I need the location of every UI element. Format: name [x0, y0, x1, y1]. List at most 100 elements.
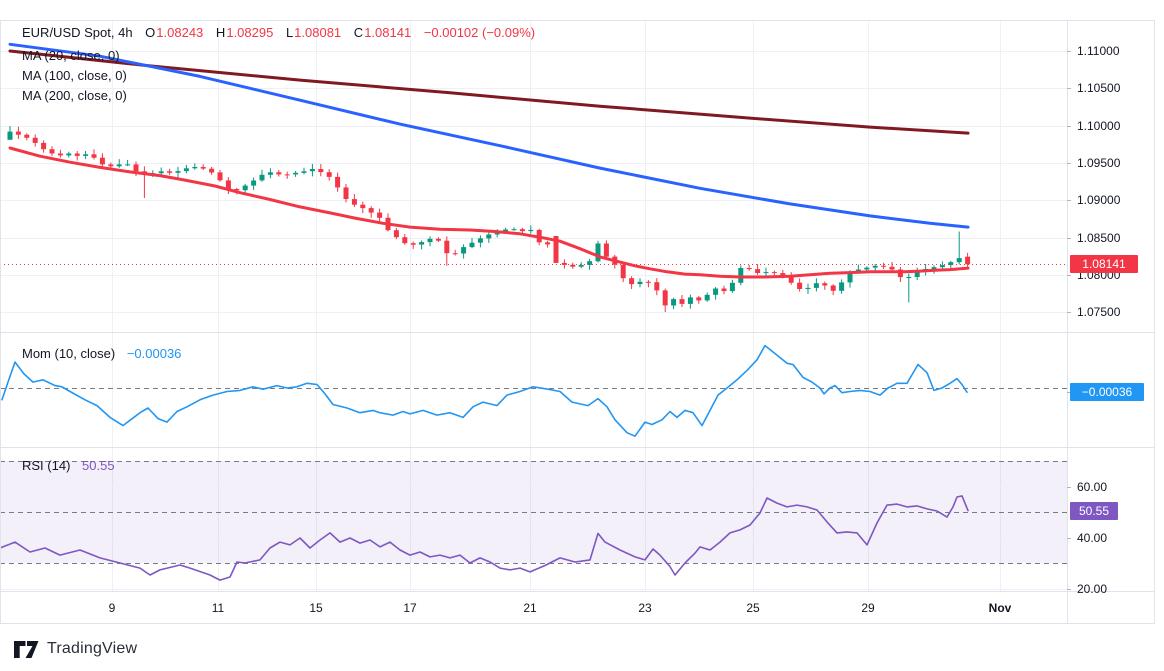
candle [444, 236, 450, 266]
candle [15, 126, 21, 139]
candle [74, 151, 80, 161]
ohlc-open-value: 1.08243 [156, 25, 204, 40]
candle-body [906, 277, 912, 278]
candle-body [763, 272, 769, 274]
ma20-legend-row[interactable]: MA (20, close, 0) [22, 47, 120, 64]
candle-body [738, 268, 744, 283]
candle [41, 140, 47, 153]
candle-body [721, 288, 727, 292]
candle [965, 252, 971, 269]
candle [318, 164, 324, 177]
symbol-legend-row[interactable]: EUR/USD Spot, 4h O1.08243 H1.08295 L1.08… [22, 24, 535, 41]
candle [545, 240, 551, 248]
momentum-value-badge: −0.00036 [1070, 383, 1144, 401]
candle-body [427, 238, 433, 243]
candle [242, 183, 248, 194]
candle-body [729, 282, 735, 292]
candle [603, 240, 609, 261]
candle-body [939, 265, 945, 268]
momentum-legend-value: −0.00036 [126, 346, 182, 361]
candle-body [696, 297, 702, 301]
candle [167, 168, 173, 175]
candle [116, 159, 122, 168]
candle [671, 297, 677, 310]
tradingview-logo[interactable]: TradingView [14, 640, 137, 658]
candle-body [713, 288, 719, 295]
rsi-value-badge: 50.55 [1070, 502, 1118, 520]
ma200-legend-row[interactable]: MA (200, close, 0) [22, 87, 127, 104]
ma20-legend-label: MA (20, close, 0) [22, 48, 120, 63]
candle-body [99, 157, 105, 165]
candle-body [948, 262, 954, 266]
candle [654, 278, 660, 296]
ohlc-open-letter: O [145, 25, 156, 40]
rsi-axis-label: 20.00 [1077, 582, 1108, 596]
momentum-legend-title: Mom (10, close) [22, 346, 116, 361]
candle [259, 169, 265, 182]
candle [755, 264, 761, 275]
candle [192, 163, 198, 170]
candle-body [276, 172, 282, 175]
candle-body [477, 238, 483, 243]
candle [881, 262, 887, 270]
time-axis-label: 15 [309, 601, 323, 615]
candle [267, 168, 273, 179]
candle [251, 177, 257, 190]
candle-body [746, 268, 752, 270]
candle-body [251, 180, 257, 186]
candle [57, 149, 63, 158]
candle [948, 260, 954, 270]
momentum-legend-row[interactable]: Mom (10, close) −0.00036 [22, 345, 181, 362]
candle-body [234, 189, 240, 191]
candle-body [687, 297, 693, 304]
candle [797, 278, 803, 292]
ma100-legend-label: MA (100, close, 0) [22, 68, 127, 83]
candle-body [847, 272, 853, 283]
candle [125, 159, 131, 167]
candle-body [32, 137, 38, 143]
candle-body [267, 172, 273, 175]
candle [377, 208, 383, 222]
time-axis-label: 21 [523, 601, 537, 615]
candle-body [116, 164, 122, 167]
candle-body [318, 169, 324, 173]
candle [469, 238, 475, 249]
candle-body [587, 261, 593, 265]
candle-body [452, 253, 458, 255]
candle-body [629, 278, 635, 285]
candle-body [872, 265, 878, 268]
price-axis-label: 1.10500 [1077, 81, 1121, 95]
rsi-legend-row[interactable]: RSI (14) 50.55 [22, 457, 115, 474]
candle [83, 151, 89, 160]
candle [183, 164, 189, 174]
candle [587, 258, 593, 270]
price-axis-label: 1.09500 [1077, 156, 1121, 170]
candle [360, 201, 366, 214]
ma100-legend-row[interactable]: MA (100, close, 0) [22, 67, 127, 84]
candle [914, 267, 920, 280]
candle [721, 285, 727, 295]
candle-body [805, 287, 811, 289]
tradingview-logo-text: TradingView [47, 640, 138, 657]
candle-body [662, 290, 668, 306]
ohlc-low-value: 1.08081 [294, 25, 342, 40]
ohlc-high-value: 1.08295 [226, 25, 274, 40]
candle [486, 232, 492, 243]
candle [419, 240, 425, 250]
candle-body [309, 169, 315, 172]
candle-body [671, 299, 677, 306]
candle [704, 292, 710, 302]
ohlc-close-letter: C [353, 25, 364, 40]
candle [141, 166, 147, 198]
candle-body [209, 168, 215, 173]
candle [217, 169, 223, 182]
candle [830, 284, 836, 296]
candle [687, 294, 693, 309]
candle-body [301, 171, 307, 173]
candle-body [771, 272, 777, 274]
change-value: −0.00102 (−0.09%) [423, 25, 536, 40]
candle-body [654, 282, 660, 291]
time-axis-label: Nov [988, 601, 1012, 615]
